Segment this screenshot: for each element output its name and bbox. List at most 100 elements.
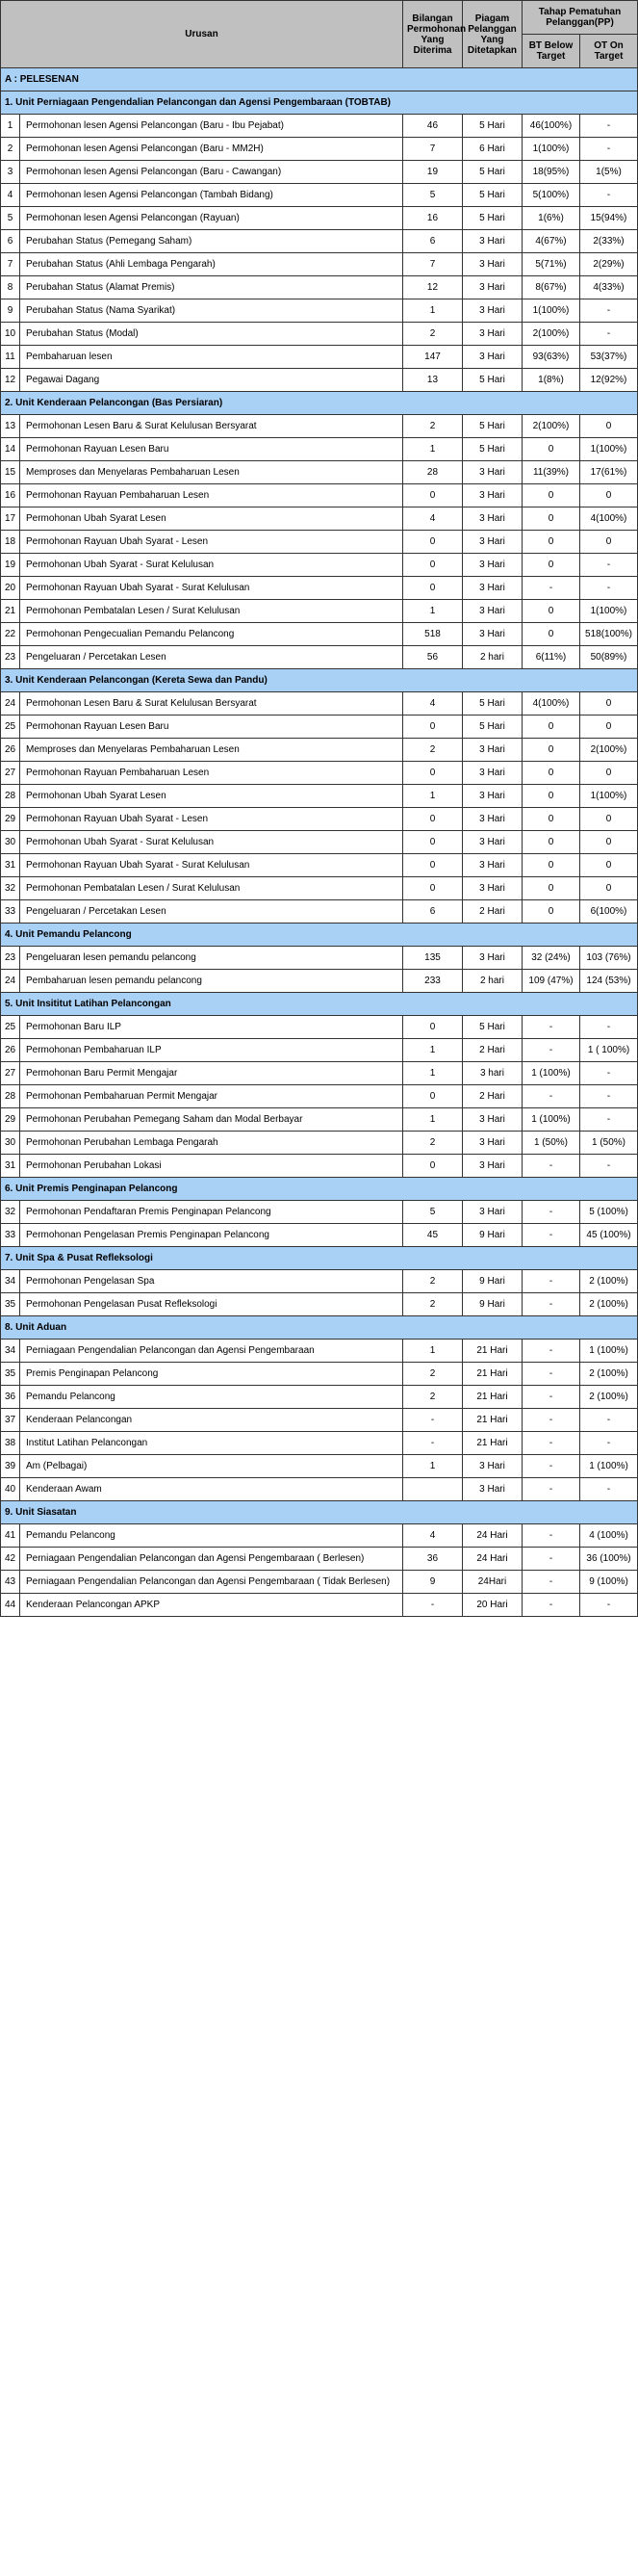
row-no: 33 <box>1 900 20 924</box>
row-piagam: 3 Hari <box>462 230 522 253</box>
row-ot: - <box>579 1155 637 1178</box>
table-row: 10Perubahan Status (Modal)23 Hari2(100%)… <box>1 323 638 346</box>
row-piagam: 9 Hari <box>462 1270 522 1293</box>
row-urusan: Permohonan Ubah Syarat - Surat Kelulusan <box>20 831 403 854</box>
row-piagam: 5 Hari <box>462 207 522 230</box>
row-bilangan: 2 <box>402 1270 462 1293</box>
row-ot: 50(89%) <box>579 646 637 669</box>
row-ot: 1 (100%) <box>579 1455 637 1478</box>
row-ot: 124 (53%) <box>579 970 637 993</box>
row-bilangan: 6 <box>402 230 462 253</box>
row-ot: 45 (100%) <box>579 1224 637 1247</box>
row-bilangan: 0 <box>402 1155 462 1178</box>
row-bt: 4(67%) <box>522 230 579 253</box>
table-row: 33Permohonan Pengelasan Premis Penginapa… <box>1 1224 638 1247</box>
row-urusan: Perubahan Status (Pemegang Saham) <box>20 230 403 253</box>
row-bt: 8(67%) <box>522 276 579 299</box>
row-bt: 0 <box>522 762 579 785</box>
table-row: 30Permohonan Perubahan Lembaga Pengarah2… <box>1 1132 638 1155</box>
row-no: 23 <box>1 646 20 669</box>
row-bilangan: 0 <box>402 716 462 739</box>
header-bilangan: Bilangan Permohonan Yang Diterima <box>402 1 462 68</box>
row-bilangan: 2 <box>402 739 462 762</box>
row-bt: 0 <box>522 785 579 808</box>
row-piagam: 5 Hari <box>462 692 522 716</box>
row-bilangan: 2 <box>402 323 462 346</box>
row-bilangan: 7 <box>402 253 462 276</box>
row-piagam: 5 Hari <box>462 115 522 138</box>
row-ot: 0 <box>579 692 637 716</box>
table-row: 32Permohonan Pendaftaran Premis Penginap… <box>1 1201 638 1224</box>
row-ot: - <box>579 577 637 600</box>
row-bilangan: 0 <box>402 762 462 785</box>
row-ot: 9 (100%) <box>579 1571 637 1594</box>
table-row: 43Perniagaan Pengendalian Pelancongan da… <box>1 1571 638 1594</box>
row-urusan: Pemandu Pelancong <box>20 1524 403 1548</box>
row-ot: 53(37%) <box>579 346 637 369</box>
row-bilangan: 6 <box>402 900 462 924</box>
row-bilangan: 36 <box>402 1548 462 1571</box>
header-urusan: Urusan <box>1 1 403 68</box>
row-no: 26 <box>1 1039 20 1062</box>
row-no: 15 <box>1 461 20 484</box>
table-row: 26Permohonan Pembaharuan ILP12 Hari-1 ( … <box>1 1039 638 1062</box>
table-row: 34Perniagaan Pengendalian Pelancongan da… <box>1 1340 638 1363</box>
subsection-title: 1. Unit Perniagaan Pengendalian Pelancon… <box>1 91 638 115</box>
row-ot: 4(33%) <box>579 276 637 299</box>
row-urusan: Permohonan Rayuan Lesen Baru <box>20 438 403 461</box>
row-bt: - <box>522 1340 579 1363</box>
row-no: 5 <box>1 207 20 230</box>
row-no: 24 <box>1 970 20 993</box>
table-row: 35Permohonan Pengelasan Pusat Refleksolo… <box>1 1293 638 1316</box>
row-no: 13 <box>1 415 20 438</box>
row-bt: 6(11%) <box>522 646 579 669</box>
row-piagam: 3 Hari <box>462 1108 522 1132</box>
table-row: 42Perniagaan Pengendalian Pelancongan da… <box>1 1548 638 1571</box>
row-urusan: Permohonan Pengelasan Spa <box>20 1270 403 1293</box>
table-row: 2Permohonan lesen Agensi Pelancongan (Ba… <box>1 138 638 161</box>
row-piagam: 3 Hari <box>462 1455 522 1478</box>
table-row: 21Permohonan Pembatalan Lesen / Surat Ke… <box>1 600 638 623</box>
row-urusan: Permohonan lesen Agensi Pelancongan (Ray… <box>20 207 403 230</box>
row-ot: 5 (100%) <box>579 1201 637 1224</box>
row-urusan: Permohonan Rayuan Pembaharuan Lesen <box>20 484 403 507</box>
row-piagam: 3 Hari <box>462 1132 522 1155</box>
subsection-title: 8. Unit Aduan <box>1 1316 638 1340</box>
row-bilangan <box>402 1478 462 1501</box>
row-no: 28 <box>1 1085 20 1108</box>
row-bt: 0 <box>522 438 579 461</box>
table-row: 11Pembaharuan lesen1473 Hari93(63%)53(37… <box>1 346 638 369</box>
row-bt: - <box>522 1455 579 1478</box>
table-row: 25Permohonan Rayuan Lesen Baru05 Hari00 <box>1 716 638 739</box>
row-piagam: 5 Hari <box>462 415 522 438</box>
row-bilangan: 2 <box>402 1386 462 1409</box>
table-row: 33Pengeluaran / Percetakan Lesen62 Hari0… <box>1 900 638 924</box>
row-bt: 32 (24%) <box>522 947 579 970</box>
row-no: 35 <box>1 1293 20 1316</box>
table-row: 39Am (Pelbagai)13 Hari-1 (100%) <box>1 1455 638 1478</box>
row-bt: - <box>522 1155 579 1178</box>
row-bilangan: 19 <box>402 161 462 184</box>
table-row: 38Institut Latihan Pelancongan-21 Hari-- <box>1 1432 638 1455</box>
row-bt: 18(95%) <box>522 161 579 184</box>
row-urusan: Perubahan Status (Ahli Lembaga Pengarah) <box>20 253 403 276</box>
table-row: 27Permohonan Baru Permit Mengajar13 hari… <box>1 1062 638 1085</box>
row-bt: 0 <box>522 600 579 623</box>
row-bt: - <box>522 1594 579 1617</box>
row-bilangan: 135 <box>402 947 462 970</box>
header-ot: OT On Target <box>579 35 637 68</box>
table-row: 36Pemandu Pelancong221 Hari-2 (100%) <box>1 1386 638 1409</box>
row-urusan: Permohonan Baru Permit Mengajar <box>20 1062 403 1085</box>
row-piagam: 3 Hari <box>462 253 522 276</box>
row-bt: - <box>522 1363 579 1386</box>
row-ot: - <box>579 184 637 207</box>
row-piagam: 3 Hari <box>462 299 522 323</box>
row-piagam: 21 Hari <box>462 1386 522 1409</box>
row-bt: 0 <box>522 877 579 900</box>
row-bt: - <box>522 1524 579 1548</box>
row-urusan: Permohonan lesen Agensi Pelancongan (Bar… <box>20 115 403 138</box>
table-row: 29Permohonan Rayuan Ubah Syarat - Lesen0… <box>1 808 638 831</box>
header-piagam: Piagam Pelanggan Yang Ditetapkan <box>462 1 522 68</box>
table-row: 31Permohonan Rayuan Ubah Syarat - Surat … <box>1 854 638 877</box>
row-bt: 0 <box>522 808 579 831</box>
